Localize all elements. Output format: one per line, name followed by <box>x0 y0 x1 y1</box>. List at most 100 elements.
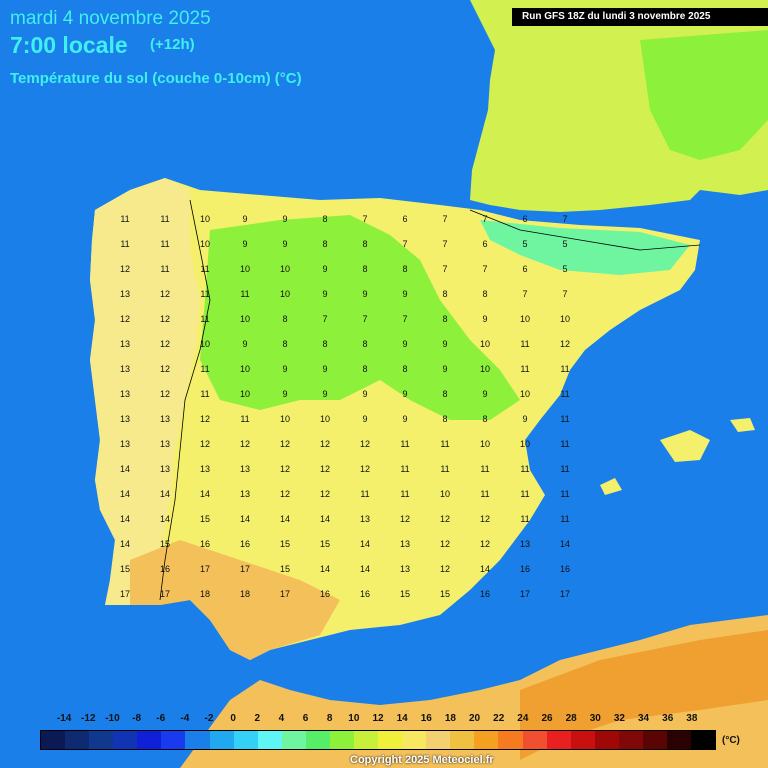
legend-tick-label: -14 <box>56 713 72 724</box>
legend-swatch <box>354 731 379 749</box>
grid-value: 11 <box>160 264 169 274</box>
grid-value: 8 <box>362 264 367 274</box>
country-border-spain-portugal <box>159 199 211 601</box>
grid-value: 13 <box>120 339 130 349</box>
grid-value: 12 <box>200 414 210 424</box>
grid-value: 11 <box>560 514 569 524</box>
grid-value: 14 <box>160 489 170 499</box>
grid-value: 7 <box>522 289 527 299</box>
legend-swatch <box>329 731 355 749</box>
grid-value: 13 <box>360 514 370 524</box>
grid-value: 15 <box>440 589 450 599</box>
grid-value: 7 <box>562 214 567 224</box>
grid-value: 9 <box>282 214 287 224</box>
grid-value: 8 <box>442 414 447 424</box>
grid-value: 12 <box>320 439 330 449</box>
grid-value: 12 <box>160 289 170 299</box>
grid-value: 9 <box>242 239 247 249</box>
grid-value: 7 <box>442 214 447 224</box>
grid-value: 12 <box>560 339 570 349</box>
grid-value: 14 <box>240 514 250 524</box>
grid-value: 5 <box>522 239 527 249</box>
grid-value: 9 <box>522 414 527 424</box>
grid-value: 9 <box>282 389 287 399</box>
grid-value: 8 <box>442 289 447 299</box>
france-green-zone <box>640 30 768 160</box>
grid-value: 5 <box>562 264 567 274</box>
grid-value: 6 <box>522 264 527 274</box>
grid-value: 9 <box>322 364 327 374</box>
grid-value: 11 <box>120 214 129 224</box>
grid-value: 14 <box>120 464 130 474</box>
temperature-grid: 11 11 10 9 9 8 7 6 7 7 6 7 11 11 10 9 9 8 8 7 7 6 5 5 12 11 11 10 10… <box>120 214 570 599</box>
grid-value: 12 <box>160 339 170 349</box>
grid-value: 6 <box>402 214 407 224</box>
grid-value: 12 <box>160 314 170 324</box>
grid-value: 11 <box>480 464 489 474</box>
legend-tick-label: 0 <box>230 713 236 724</box>
grid-value: 11 <box>400 439 409 449</box>
legend-tick-label: 34 <box>638 713 650 724</box>
grid-value: 12 <box>120 314 130 324</box>
grid-value: 8 <box>322 339 327 349</box>
grid-value: 12 <box>280 489 290 499</box>
grid-value: 14 <box>120 489 130 499</box>
grid-value: 9 <box>482 314 487 324</box>
forecast-date: mardi 4 novembre 2025 <box>10 8 211 29</box>
grid-value: 8 <box>442 389 447 399</box>
grid-value: 11 <box>240 414 249 424</box>
grid-value: 7 <box>442 239 447 249</box>
grid-value: 8 <box>442 314 447 324</box>
legend-labels: -14 -12 -10 -8 -6 -4 -2 0 2 4 6 8 10 12 14 16 18 20 22 24 26… <box>40 713 716 727</box>
grid-value: 12 <box>120 264 130 274</box>
legend-tick-label: 22 <box>493 713 505 724</box>
grid-value: 15 <box>400 589 410 599</box>
grid-value: 15 <box>120 564 130 574</box>
grid-value: 12 <box>280 439 290 449</box>
grid-value: 10 <box>200 214 210 224</box>
grid-value: 16 <box>560 564 570 574</box>
legend-tick-label: -10 <box>105 713 120 724</box>
grid-value: 10 <box>240 264 250 274</box>
grid-value: 9 <box>442 339 447 349</box>
grid-value: 13 <box>240 489 250 499</box>
grid-value: 9 <box>402 289 407 299</box>
grid-value: 15 <box>280 539 290 549</box>
grid-value: 9 <box>362 289 367 299</box>
grid-value: 14 <box>200 489 210 499</box>
legend-tick-label: -8 <box>132 713 142 724</box>
grid-value: 7 <box>362 214 367 224</box>
grid-value: 13 <box>160 414 170 424</box>
grid-value: 11 <box>400 464 409 474</box>
grid-value: 17 <box>240 564 250 574</box>
legend-swatch <box>426 731 451 749</box>
legend-swatch <box>161 731 186 749</box>
grid-value: 7 <box>442 264 447 274</box>
grid-value: 9 <box>362 414 367 424</box>
grid-value: 7 <box>362 314 367 324</box>
grid-value: 12 <box>440 514 450 524</box>
grid-value: 16 <box>240 539 250 549</box>
grid-value: 9 <box>242 214 247 224</box>
grid-value: 11 <box>560 439 569 449</box>
grid-value: 13 <box>120 389 130 399</box>
grid-value: 11 <box>560 489 569 499</box>
country-border-spain-france <box>469 209 701 251</box>
color-legend <box>40 730 716 750</box>
grid-value: 10 <box>520 314 530 324</box>
mallorca <box>660 430 710 462</box>
grid-value: 7 <box>562 289 567 299</box>
grid-value: 12 <box>360 464 370 474</box>
grid-value: 10 <box>240 364 250 374</box>
iberia-south-hot <box>130 540 340 660</box>
grid-value: 11 <box>440 439 449 449</box>
grid-value: 11 <box>520 464 529 474</box>
grid-value: 13 <box>120 289 130 299</box>
grid-value: 10 <box>480 364 490 374</box>
grid-value: 16 <box>200 539 210 549</box>
grid-value: 9 <box>242 339 247 349</box>
legend-swatch <box>667 731 692 749</box>
grid-value: 12 <box>320 464 330 474</box>
legend-swatch <box>618 731 643 749</box>
legend-swatch <box>474 731 499 749</box>
